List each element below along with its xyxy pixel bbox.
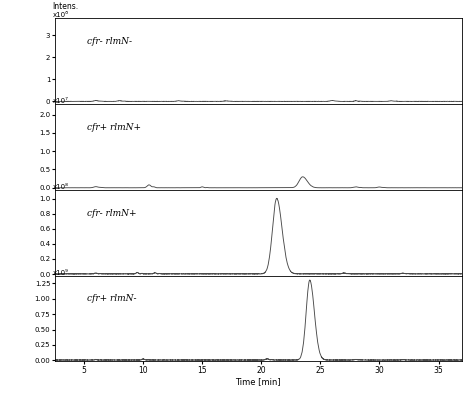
Text: cfr- rlmN+: cfr- rlmN+ [87, 209, 137, 218]
Text: x10⁷: x10⁷ [53, 98, 68, 103]
Text: x10⁸: x10⁸ [53, 184, 68, 190]
Text: cfr- rlmN-: cfr- rlmN- [87, 37, 132, 46]
Text: x10⁶: x10⁶ [53, 12, 68, 18]
X-axis label: Time [min]: Time [min] [236, 377, 281, 386]
Text: Intens.: Intens. [53, 2, 79, 11]
Text: x10⁹: x10⁹ [53, 269, 68, 276]
Text: cfr+ rlmN-: cfr+ rlmN- [87, 294, 137, 303]
Text: cfr+ rlmN+: cfr+ rlmN+ [87, 122, 141, 132]
